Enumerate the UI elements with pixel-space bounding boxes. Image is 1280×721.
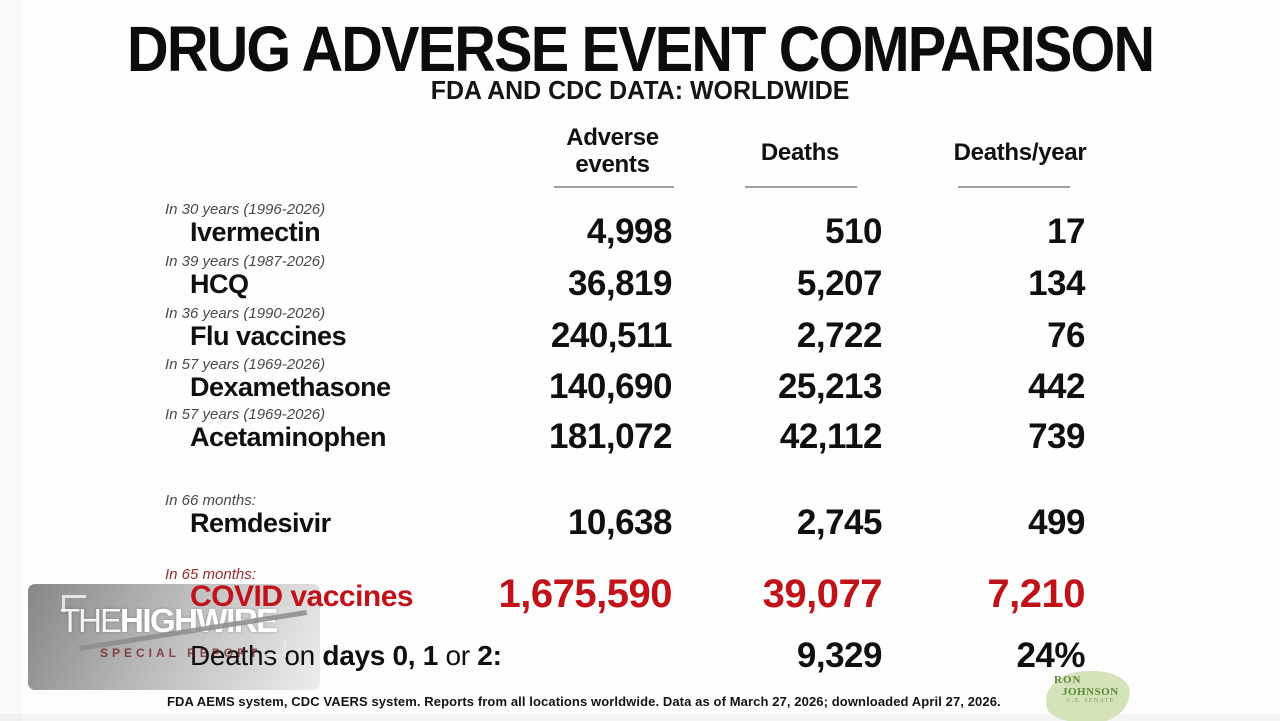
- row-adverse-events: 240,511: [550, 316, 673, 355]
- row-deaths-per-year: 739: [1028, 417, 1085, 456]
- row-deaths-per-year: 76: [1047, 316, 1085, 355]
- source-footnote: FDA AEMS system, CDC VAERS system. Repor…: [167, 694, 1001, 709]
- row-deaths-per-year: 17: [1047, 212, 1085, 251]
- row-deaths: 5,207: [796, 264, 883, 303]
- header-underline: [745, 186, 857, 188]
- row-period: In 39 years (1987-2026): [165, 253, 326, 270]
- viewfinder-bracket-icon: [62, 595, 86, 612]
- row-period: In 36 years (1990-2026): [165, 305, 326, 322]
- row-deaths: 39,077: [762, 572, 883, 616]
- row-drug-name: Ivermectin: [190, 217, 321, 247]
- table-row-hcq: In 39 years (1987-2026) HCQ 36,819 5,207…: [0, 253, 1280, 315]
- highwire-logo: THEHIGHWIRE SPECIAL REPORT: [60, 602, 307, 660]
- summary-deaths: 9,329: [796, 636, 883, 675]
- row-drug-name: HCQ: [190, 269, 249, 299]
- row-deaths-per-year: 499: [1028, 503, 1085, 542]
- row-drug-name: Dexamethasone: [190, 372, 391, 402]
- table-row-ivermectin: In 30 years (1996-2026) Ivermectin 4,998…: [0, 201, 1280, 263]
- column-header-deaths-per-year: Deaths/year: [953, 139, 1087, 166]
- highwire-watermark-panel: [28, 584, 320, 690]
- row-deaths: 510: [825, 212, 882, 251]
- row-adverse-events: 181,072: [548, 417, 673, 456]
- table-row-flu-vaccines: In 36 years (1990-2026) Flu vaccines 240…: [0, 305, 1280, 367]
- highwire-special-report-label: SPECIAL REPORT: [100, 646, 262, 660]
- table-row-acetaminophen: In 57 years (1969-2026) Acetaminophen 18…: [0, 406, 1280, 468]
- highwire-logo-the: THE: [60, 602, 122, 639]
- page-title: DRUG ADVERSE EVENT COMPARISON: [126, 13, 1155, 85]
- row-adverse-events: 140,690: [548, 367, 673, 406]
- row-deaths: 2,745: [796, 503, 883, 542]
- header-underline: [958, 186, 1070, 188]
- column-header-deaths: Deaths: [760, 139, 840, 166]
- row-adverse-events: 4,998: [586, 212, 673, 251]
- header-underline: [554, 186, 674, 188]
- table-row-remdesivir: In 66 months: Remdesivir 10,638 2,745 49…: [0, 492, 1280, 554]
- summary-deaths-percent: 24%: [1016, 636, 1085, 675]
- row-deaths: 25,213: [777, 367, 883, 406]
- row-period: In 66 months:: [165, 492, 256, 509]
- table-row-dexamethasone: In 57 years (1969-2026) Dexamethasone 14…: [0, 356, 1280, 418]
- rj-logo-line1: RON: [1054, 674, 1082, 686]
- summary-label: Deaths on days 0, 1 or 2:: [190, 640, 502, 671]
- rj-logo-line3: U.S. SENATE: [1066, 697, 1115, 705]
- row-drug-name: Acetaminophen: [190, 422, 387, 452]
- row-period: In 57 years (1969-2026): [165, 356, 326, 373]
- row-deaths: 2,722: [796, 316, 883, 355]
- row-period: In 65 months:: [165, 566, 256, 583]
- rj-logo-line2: JOHNSON: [1062, 685, 1119, 698]
- row-deaths: 42,112: [779, 417, 883, 456]
- row-period: In 57 years (1969-2026): [165, 406, 326, 423]
- ron-johnson-senate-logo: RON JOHNSON U.S. SENATE: [1044, 668, 1132, 721]
- row-drug-name: Remdesivir: [190, 508, 331, 538]
- table-row-covid-vaccines: In 65 months: COVID vaccines 1,675,590 3…: [0, 566, 1280, 628]
- row-adverse-events: 1,675,590: [498, 572, 673, 616]
- row-deaths-per-year: 442: [1028, 367, 1085, 406]
- row-deaths-per-year: 134: [1028, 264, 1085, 303]
- row-deaths-per-year: 7,210: [987, 572, 1085, 616]
- row-adverse-events: 10,638: [567, 503, 673, 542]
- row-adverse-events: 36,819: [567, 264, 673, 303]
- row-drug-name: COVID vaccines: [190, 580, 414, 613]
- row-period: In 30 years (1996-2026): [165, 201, 326, 218]
- row-drug-name: Flu vaccines: [190, 321, 347, 351]
- page-subtitle: FDA AND CDC DATA: WORLDWIDE: [430, 75, 850, 105]
- column-header-adverse-events: Adverse events: [566, 124, 659, 178]
- viewfinder-bracket-icon: [262, 640, 286, 657]
